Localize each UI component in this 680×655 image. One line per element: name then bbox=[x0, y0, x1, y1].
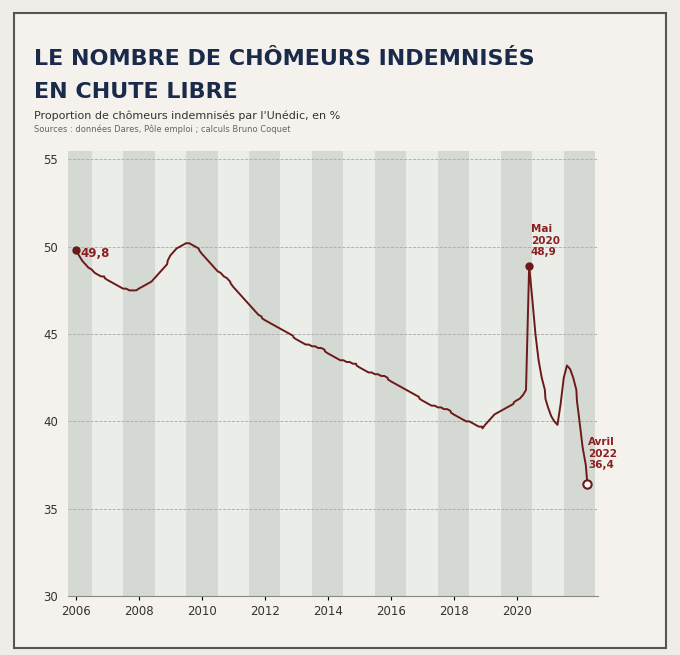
Text: Proportion de chômeurs indemnisés par l'Unédic, en %: Proportion de chômeurs indemnisés par l'… bbox=[34, 111, 340, 121]
Bar bbox=[438, 151, 469, 596]
Text: 49,8: 49,8 bbox=[81, 247, 110, 260]
Bar bbox=[92, 151, 123, 596]
FancyBboxPatch shape bbox=[14, 13, 666, 648]
Text: Avril
2022
36,4: Avril 2022 36,4 bbox=[588, 437, 617, 470]
Text: LE NOMBRE DE CHÔMEURS INDEMNISÉS: LE NOMBRE DE CHÔMEURS INDEMNISÉS bbox=[34, 48, 534, 69]
Bar bbox=[564, 151, 595, 596]
Bar bbox=[532, 151, 564, 596]
Bar bbox=[312, 151, 343, 596]
Bar bbox=[123, 151, 154, 596]
Text: Sources : données Dares, Pôle emploi ; calculs Bruno Coquet: Sources : données Dares, Pôle emploi ; c… bbox=[34, 124, 290, 134]
Bar bbox=[218, 151, 249, 596]
Bar bbox=[407, 151, 438, 596]
Bar bbox=[500, 151, 532, 596]
Bar bbox=[375, 151, 407, 596]
Bar bbox=[469, 151, 500, 596]
Bar bbox=[249, 151, 280, 596]
Bar bbox=[343, 151, 375, 596]
Bar bbox=[154, 151, 186, 596]
Bar bbox=[186, 151, 218, 596]
Bar bbox=[280, 151, 312, 596]
Text: Mai
2020
48,9: Mai 2020 48,9 bbox=[530, 224, 560, 257]
Text: EN CHUTE LIBRE: EN CHUTE LIBRE bbox=[34, 81, 238, 102]
Bar bbox=[60, 151, 92, 596]
